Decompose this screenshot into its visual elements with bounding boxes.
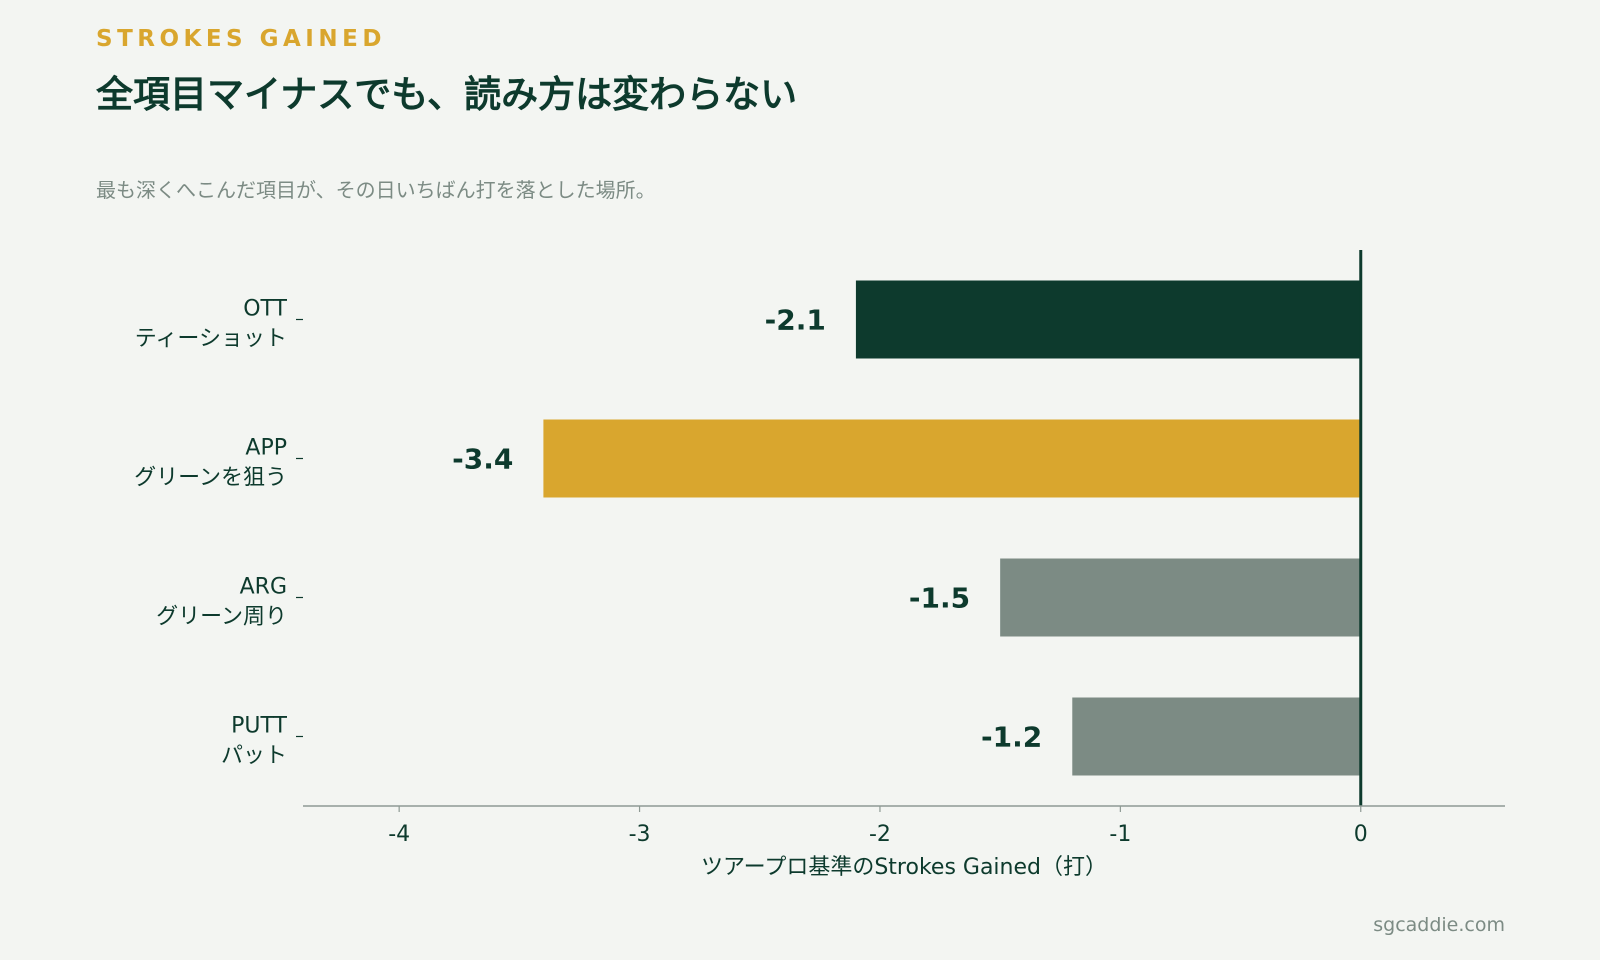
value-label-ott: -2.1 xyxy=(765,304,826,337)
x-axis-label: ツアープロ基準のStrokes Gained（打） xyxy=(701,855,1107,880)
x-tick-label: -2 xyxy=(869,822,891,847)
y-tick-label-putt: パット xyxy=(221,744,287,769)
x-tick-label: -1 xyxy=(1109,822,1131,847)
x-axis-group: -4 -3 -2 -1 0 xyxy=(303,250,1505,847)
value-label-putt: -1.2 xyxy=(981,721,1042,754)
value-labels-group: -2.1 -3.4 -1.5 -1.2 xyxy=(452,304,1042,754)
x-tick-label: -4 xyxy=(388,822,410,847)
y-tick-label-arg: グリーン周り xyxy=(156,605,287,630)
bar-putt xyxy=(1072,697,1361,776)
y-tick-label-code-putt: PUTT xyxy=(231,714,287,739)
y-tick-label-code-arg: ARG xyxy=(240,575,287,600)
source-credit: sgcaddie.com xyxy=(1373,914,1505,936)
value-label-arg: -1.5 xyxy=(909,582,970,615)
chart-subtitle: 最も深くへこんだ項目が、その日いちばん打を落とした場所。 xyxy=(96,178,656,202)
bar-app xyxy=(543,419,1361,498)
x-tick-label: 0 xyxy=(1354,822,1368,847)
x-tick-label: -3 xyxy=(629,822,651,847)
bars-group xyxy=(543,280,1361,776)
bar-ott xyxy=(855,280,1361,359)
y-tick-label-code-ott: OTT xyxy=(243,297,287,322)
chart-kicker: STROKES GAINED xyxy=(96,26,386,52)
y-tick-label-ott: ティーショット xyxy=(135,327,287,352)
bar-arg xyxy=(1000,558,1361,637)
y-tick-label-app: グリーンを狙う xyxy=(134,466,287,491)
value-label-app: -3.4 xyxy=(452,443,513,476)
y-axis-group: OTT ティーショット APP グリーンを狙う ARG グリーン周り PUTT パット xyxy=(134,297,303,769)
chart-title: 全項目マイナスでも、読み方は変わらない xyxy=(96,73,798,116)
y-tick-label-code-app: APP xyxy=(245,436,287,461)
